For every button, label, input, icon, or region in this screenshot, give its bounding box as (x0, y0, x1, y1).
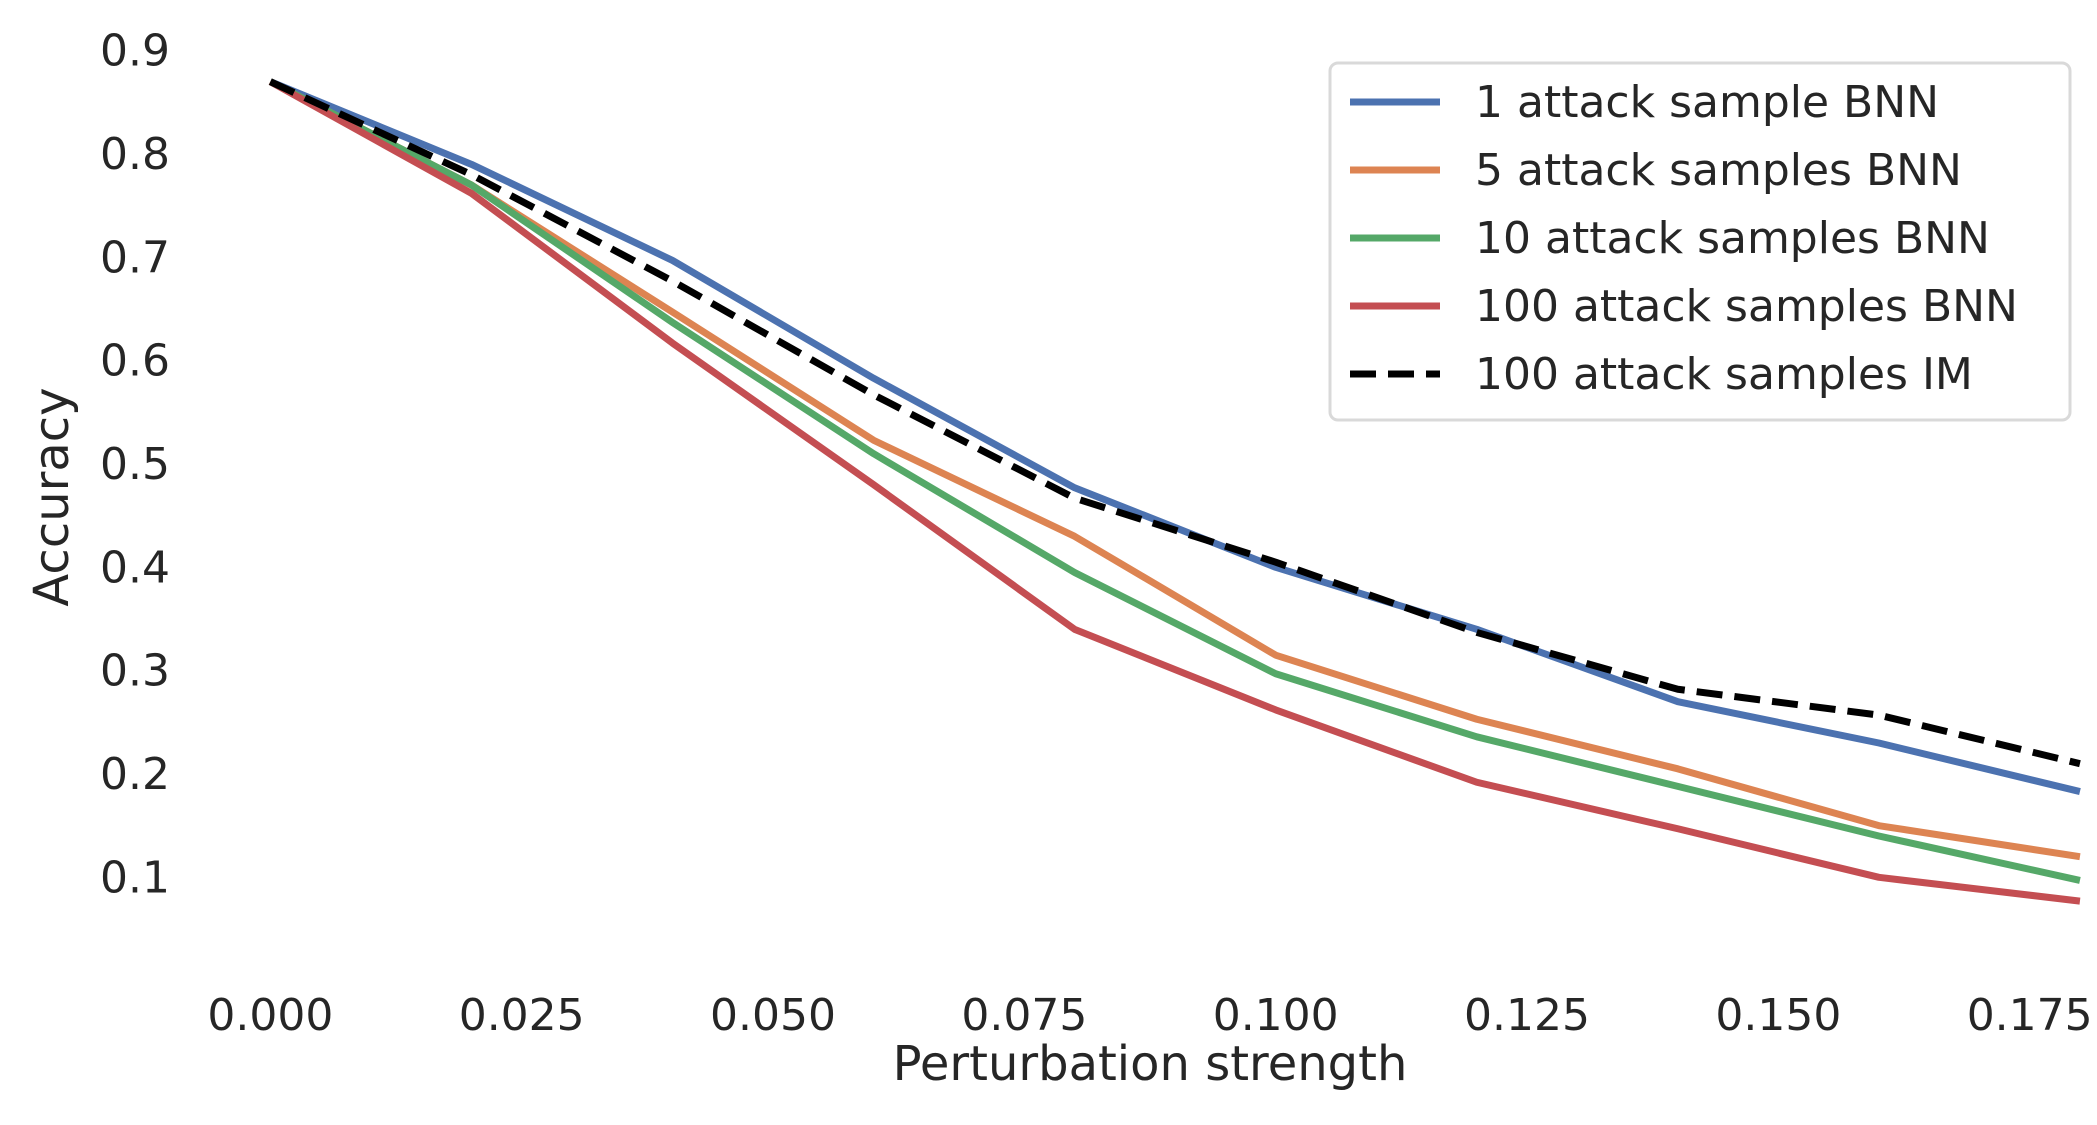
x-tick-label: 0.100 (1213, 990, 1339, 1041)
y-tick-label: 0.7 (100, 232, 170, 283)
x-axis-label: Perturbation strength (893, 1036, 1408, 1092)
y-tick-label: 0.3 (100, 646, 170, 697)
legend: 1 attack sample BNN 5 attack samples BNN 1… (1328, 61, 2072, 422)
y-tick-label: 0.6 (100, 336, 170, 387)
series-line-4 (268, 78, 2081, 905)
x-tick-label: 0.125 (1464, 990, 1590, 1041)
x-tick-label: 0.025 (459, 990, 585, 1041)
y-axis-ticks: 0.1 0.2 0.3 0.4 0.5 0.6 0.7 0.8 0.9 (100, 26, 170, 904)
y-tick-label: 0.8 (100, 129, 170, 180)
x-tick-label: 0.150 (1715, 990, 1841, 1041)
x-tick-label: 0.050 (710, 990, 836, 1041)
legend-label: 5 attack samples BNN (1475, 145, 1962, 196)
x-tick-label: 0.075 (961, 990, 1087, 1041)
y-axis-label: Accuracy (24, 387, 80, 606)
y-tick-label: 0.2 (100, 749, 170, 800)
y-tick-label: 0.9 (100, 26, 170, 77)
legend-frame (1328, 61, 2072, 422)
y-tick-label: 0.1 (100, 852, 170, 903)
series-line-3 (268, 78, 2081, 884)
legend-label: 1 attack sample BNN (1475, 77, 1939, 128)
series-lines (268, 78, 2081, 905)
series-line-2 (268, 78, 2081, 861)
series-line-5 (268, 78, 2081, 768)
x-tick-label: 0.000 (207, 990, 333, 1041)
legend-label: 100 attack samples BNN (1475, 281, 2018, 332)
x-tick-label: 0.175 (1967, 990, 2093, 1041)
y-tick-label: 0.4 (100, 542, 170, 593)
legend-label: 100 attack samples IM (1475, 349, 1973, 400)
y-tick-label: 0.5 (100, 439, 170, 490)
x-axis-ticks: 0.000 0.025 0.050 0.075 0.100 0.125 0.150 0.175 (207, 990, 2092, 1041)
legend-label: 10 attack samples BNN (1475, 213, 1990, 264)
